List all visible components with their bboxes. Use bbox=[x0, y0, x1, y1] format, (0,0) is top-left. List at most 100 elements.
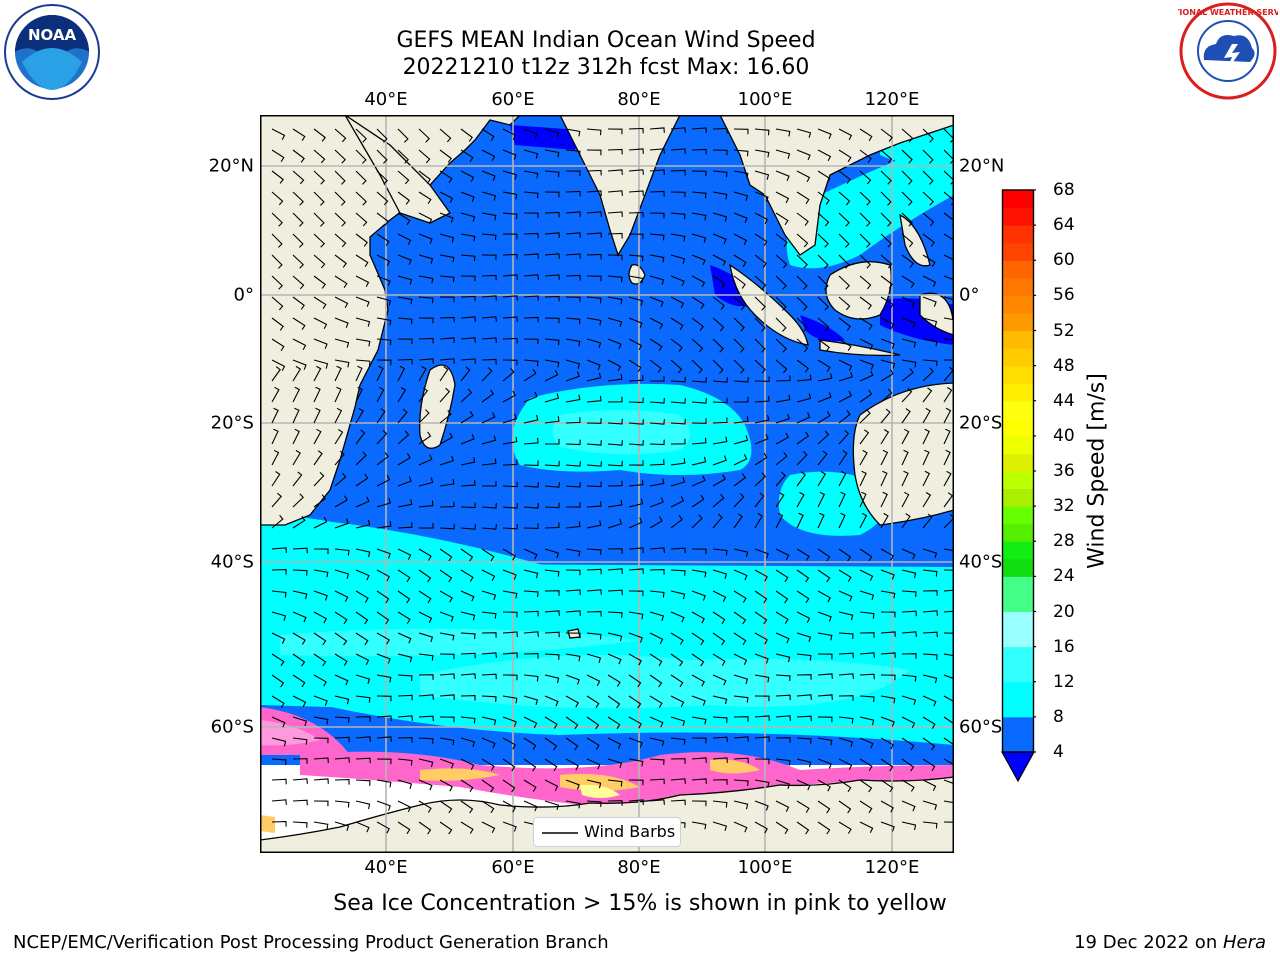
wind-barb bbox=[271, 758, 287, 765]
wind-barb bbox=[502, 569, 517, 580]
wind-barb bbox=[334, 296, 349, 309]
wind-barb bbox=[796, 611, 811, 623]
wind-barb bbox=[775, 432, 790, 445]
wind-barb bbox=[481, 758, 495, 771]
wind-barb bbox=[523, 695, 539, 705]
wind-barb bbox=[607, 499, 623, 508]
wind-barb bbox=[691, 716, 707, 725]
wind-barb bbox=[334, 191, 346, 206]
wind-barb bbox=[712, 632, 726, 646]
wind-barb bbox=[817, 632, 833, 641]
wind-barb bbox=[838, 611, 854, 621]
wind-barb bbox=[397, 358, 413, 365]
wind-barb bbox=[586, 296, 602, 304]
wind-barb bbox=[439, 191, 454, 204]
wind-barb bbox=[859, 170, 872, 185]
wind-barb bbox=[775, 694, 791, 701]
wind-barb bbox=[649, 758, 665, 765]
wind-barb bbox=[754, 715, 770, 721]
wind-barb bbox=[334, 611, 348, 625]
wind-barb bbox=[439, 821, 453, 835]
wind-barb bbox=[355, 736, 371, 742]
wind-barb bbox=[334, 386, 342, 403]
wind-barb bbox=[922, 296, 937, 307]
wind-barb bbox=[628, 317, 643, 329]
wind-barb bbox=[313, 450, 323, 466]
wind-barb bbox=[838, 569, 852, 582]
wind-barb bbox=[922, 275, 937, 287]
wind-barb bbox=[271, 590, 287, 598]
wind-barb bbox=[796, 212, 809, 226]
wind-barb bbox=[502, 253, 518, 260]
wind-barb bbox=[523, 460, 539, 466]
noaa-logo-text: NOAA bbox=[28, 26, 77, 44]
wind-barb bbox=[271, 695, 285, 708]
colorbar-tick: 28 bbox=[1053, 531, 1075, 552]
wind-barb bbox=[943, 428, 951, 445]
wind-barb bbox=[691, 317, 704, 331]
wind-barb bbox=[565, 274, 581, 281]
wind-barb bbox=[376, 695, 392, 702]
wind-barb bbox=[523, 737, 537, 751]
wind-barb bbox=[670, 758, 686, 764]
wind-barb bbox=[775, 611, 789, 624]
wind-barb bbox=[691, 170, 707, 177]
wind-barb bbox=[943, 317, 954, 321]
colorbar-tick: 64 bbox=[1053, 215, 1075, 236]
wind-barb bbox=[754, 512, 763, 529]
wind-barb bbox=[502, 128, 517, 141]
wind-barb bbox=[418, 674, 434, 680]
wind-barb bbox=[691, 632, 705, 646]
wind-barb bbox=[649, 590, 665, 598]
wind-barb bbox=[292, 632, 306, 645]
wind-barb bbox=[880, 821, 895, 832]
wind-barb bbox=[775, 821, 789, 835]
wind-barb bbox=[418, 737, 434, 744]
wind-barb bbox=[397, 170, 410, 185]
wind-barb bbox=[628, 127, 644, 134]
wind-barb bbox=[397, 548, 412, 560]
wind-barb bbox=[880, 388, 893, 403]
wind-barb bbox=[880, 338, 895, 349]
wind-barb bbox=[901, 590, 917, 597]
wind-barb bbox=[775, 375, 791, 382]
wind-barb bbox=[481, 779, 495, 793]
wind-barb bbox=[628, 211, 644, 218]
wind-barb bbox=[397, 338, 413, 345]
wind-barb bbox=[901, 674, 917, 682]
wind-barb bbox=[523, 590, 539, 597]
wind-barb bbox=[334, 450, 345, 466]
page-title: GEFS MEAN Indian Ocean Wind Speed bbox=[396, 28, 816, 53]
wind-barb bbox=[355, 386, 363, 403]
wind-barb bbox=[754, 800, 769, 811]
wind-barb bbox=[796, 548, 810, 561]
wind-barb bbox=[397, 758, 413, 766]
wind-barb bbox=[754, 758, 770, 765]
wind-barb bbox=[313, 212, 325, 227]
wind-barb bbox=[460, 149, 474, 162]
wind-barb bbox=[565, 589, 581, 596]
wind-barb bbox=[670, 458, 686, 466]
wind-barb bbox=[439, 212, 454, 223]
wind-barb bbox=[796, 694, 812, 700]
wind-barb bbox=[565, 521, 581, 529]
wind-barb bbox=[397, 233, 412, 246]
wind-barb bbox=[607, 374, 623, 382]
wind-barb bbox=[691, 359, 703, 374]
wind-barb bbox=[817, 673, 833, 679]
wind-barb bbox=[313, 653, 327, 667]
wind-barb bbox=[439, 275, 455, 283]
wind-barb bbox=[670, 191, 686, 198]
wind-barb bbox=[733, 170, 749, 179]
wind-barb bbox=[523, 414, 539, 424]
wind-barb bbox=[943, 779, 954, 785]
wind-barb bbox=[481, 652, 497, 658]
wind-barb bbox=[460, 524, 476, 530]
wind-barb bbox=[775, 653, 791, 663]
wind-barb bbox=[334, 359, 350, 368]
wind-barb bbox=[292, 428, 300, 445]
wind-barb bbox=[376, 233, 390, 246]
wind-barb bbox=[796, 821, 810, 835]
wind-barb bbox=[271, 254, 283, 269]
wind-barb bbox=[271, 296, 284, 311]
